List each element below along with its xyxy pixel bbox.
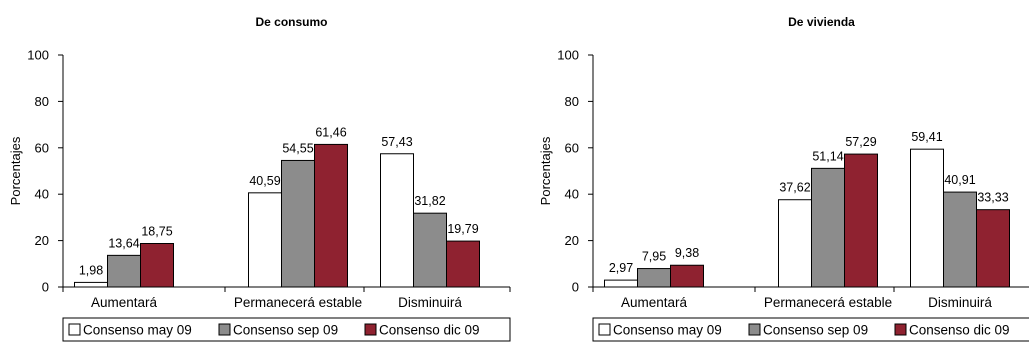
bar-value-label: 13,64 <box>108 236 139 250</box>
bar <box>446 240 480 288</box>
bar-value-label: 59,41 <box>911 130 942 144</box>
bar <box>811 167 845 288</box>
legend-label: Consenso dic 09 <box>909 323 1010 338</box>
bar-value-label: 40,91 <box>944 173 975 187</box>
y-tick-label: 100 <box>557 48 579 63</box>
bar-value-label: 9,38 <box>675 246 699 260</box>
bar <box>844 153 878 288</box>
y-tick-label: 100 <box>27 48 49 63</box>
bar-value-label: 40,59 <box>249 174 280 188</box>
bar-value-label: 57,29 <box>845 135 876 149</box>
bar <box>413 212 447 288</box>
bar <box>248 192 282 288</box>
bar <box>314 143 348 288</box>
y-tick-label: 40 <box>35 187 49 202</box>
x-category-label: Permanecerá estable <box>234 295 362 310</box>
x-category-label: Permanecerá estable <box>764 295 892 310</box>
bar <box>107 254 141 288</box>
y-tick-label: 0 <box>42 280 49 295</box>
legend-label: Consenso may 09 <box>83 323 192 338</box>
bar <box>670 264 704 288</box>
bar-value-label: 2,97 <box>609 261 633 275</box>
bar-value-label: 33,33 <box>977 191 1008 205</box>
y-tick-label: 80 <box>565 94 579 109</box>
bar <box>380 153 414 288</box>
legend-swatch <box>364 323 377 336</box>
y-tick-label: 20 <box>565 233 579 248</box>
legend-swatch <box>598 323 611 336</box>
y-tick-label: 80 <box>35 94 49 109</box>
chart-consumo: De consumo Porcentajes 0 20 40 60 80 100 1,98 13,… <box>8 15 511 342</box>
bar <box>604 279 638 288</box>
chart-panel-vivienda: De vivienda Porcentajes 0 20 40 60 80 100 2,97 7,… <box>530 0 1029 347</box>
y-tick-label: 60 <box>565 140 579 155</box>
y-tick-label: 20 <box>35 233 49 248</box>
legend-label: Consenso sep 09 <box>763 323 868 338</box>
bar <box>778 199 812 288</box>
bar-value-label: 37,62 <box>779 181 810 195</box>
y-tick-label: 60 <box>35 140 49 155</box>
legend-swatch <box>748 323 761 336</box>
legend-box <box>62 317 511 342</box>
bar <box>637 268 671 288</box>
bar <box>140 243 174 288</box>
bar <box>74 281 108 288</box>
y-tick-label: 0 <box>572 280 579 295</box>
bar <box>910 148 944 288</box>
chart-title: De consumo <box>255 15 327 29</box>
legend-label: Consenso dic 09 <box>379 323 480 338</box>
x-category-label: Disminuirá <box>398 295 462 310</box>
bar-value-label: 61,46 <box>315 125 346 139</box>
chart-vivienda: De vivienda Porcentajes 0 20 40 60 80 100 2,97 7,… <box>538 15 1029 342</box>
x-category-label: Aumentará <box>621 295 688 310</box>
y-axis-label: Porcentajes <box>538 136 553 205</box>
bar-value-label: 1,98 <box>79 263 103 277</box>
legend-swatch <box>894 323 907 336</box>
x-category-label: Aumentará <box>91 295 158 310</box>
legend-box <box>592 317 1029 342</box>
y-tick-label: 40 <box>565 187 579 202</box>
legend-label: Consenso sep 09 <box>233 323 338 338</box>
bar-value-label: 31,82 <box>414 194 445 208</box>
bar-value-label: 57,43 <box>381 135 412 149</box>
bar <box>943 191 977 288</box>
legend-swatch <box>68 323 81 336</box>
bar-value-label: 19,79 <box>447 222 478 236</box>
chart-panel-consumo: De consumo Porcentajes 0 20 40 60 80 100 1,98 13,… <box>0 0 514 347</box>
bar-value-label: 54,55 <box>282 141 313 155</box>
legend-swatch <box>218 323 231 336</box>
bar <box>281 159 315 288</box>
bar-value-label: 18,75 <box>141 225 172 239</box>
bar <box>976 209 1010 288</box>
legend-label: Consenso may 09 <box>613 323 722 338</box>
bar-value-label: 51,14 <box>812 149 843 163</box>
x-category-label: Disminuirá <box>928 295 992 310</box>
y-axis-label: Porcentajes <box>8 136 23 205</box>
bar-value-label: 7,95 <box>642 250 666 264</box>
chart-title: De vivienda <box>788 15 855 29</box>
